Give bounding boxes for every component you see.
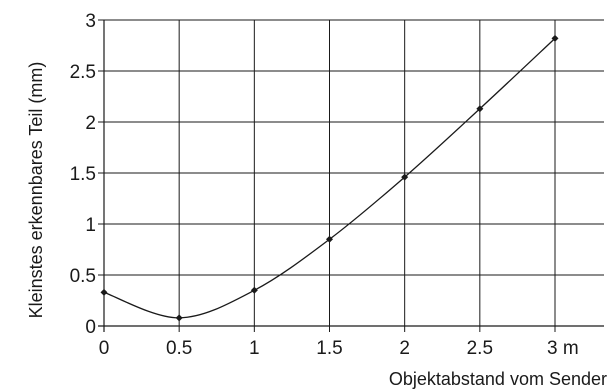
y-tick-label: 3 [85, 11, 96, 32]
x-tick-label: 3 m [547, 338, 579, 359]
y-tick-label: 0 [85, 317, 96, 338]
y-axis-label: Kleinstes erkennbares Teil (mm) [26, 62, 46, 319]
data-point-marker [326, 235, 333, 243]
x-tick-labels: 0 0.5 1 1.5 2 2.5 3 m [99, 338, 579, 359]
x-tick-label: 1 [249, 338, 260, 359]
y-tick-label: 2.5 [70, 62, 96, 83]
x-tick-label: 2.5 [467, 338, 493, 359]
x-axis-label: Objektabstand vom Sender [389, 369, 607, 389]
y-tick-label: 1.5 [70, 164, 96, 185]
data-point-marker [401, 173, 409, 181]
data-point-marker [100, 288, 108, 296]
y-tick-labels: 0 0.5 1 1.5 2 2.5 3 [70, 11, 96, 338]
data-point-marker [175, 314, 183, 322]
data-markers [100, 34, 559, 322]
x-tick-label: 1.5 [316, 338, 342, 359]
y-tick-label: 2 [85, 113, 96, 134]
x-tick-label: 0 [99, 338, 110, 359]
grid [98, 19, 604, 332]
data-point-marker [476, 105, 484, 113]
y-tick-label: 0.5 [70, 266, 96, 287]
x-tick-label: 2 [399, 338, 410, 359]
y-tick-label: 1 [85, 215, 96, 236]
data-point-marker [250, 286, 258, 294]
data-point-marker [551, 34, 559, 42]
x-tick-label: 0.5 [166, 338, 192, 359]
